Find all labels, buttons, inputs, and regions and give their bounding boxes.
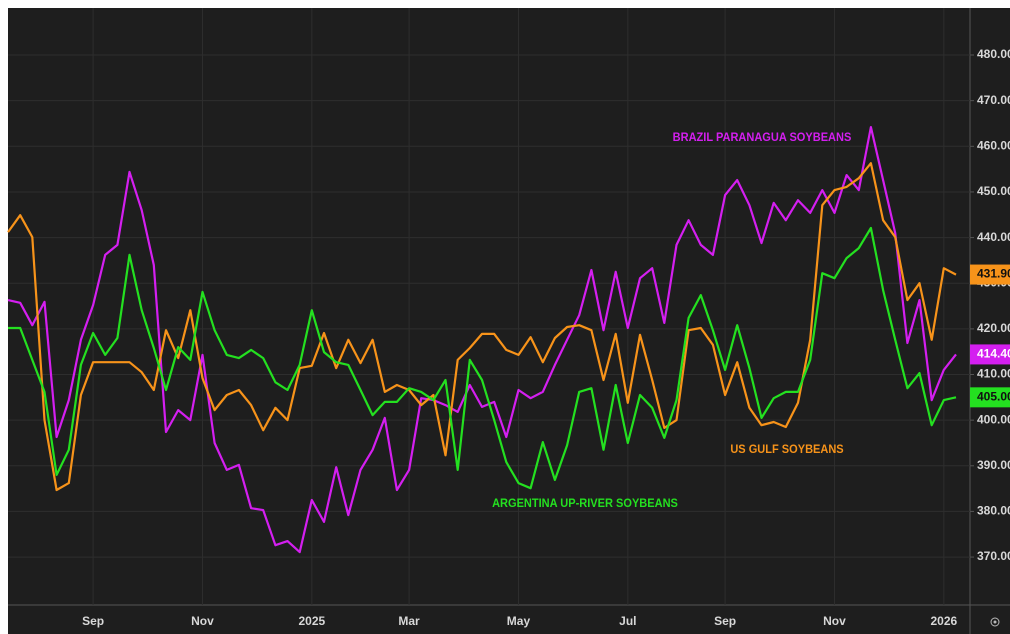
x-tick-label: Mar	[398, 614, 420, 628]
y-tick-label: 420.00	[977, 321, 1010, 335]
series-label: US GULF SOYBEANS	[730, 444, 844, 456]
series-line	[8, 226, 957, 490]
last-value-label: 405.00	[977, 389, 1010, 403]
x-tick-label: Sep	[82, 614, 104, 628]
settings-icon[interactable]	[990, 617, 1000, 627]
y-tick-label: 470.00	[977, 93, 1010, 107]
y-tick-label: 370.00	[977, 549, 1010, 563]
last-value-label: 431.90	[977, 267, 1010, 281]
y-tick-label: 410.00	[977, 367, 1010, 381]
series-line	[7, 126, 957, 554]
y-tick-label: 380.00	[977, 504, 1010, 518]
x-tick-label: Nov	[191, 614, 214, 628]
x-tick-label: Nov	[823, 614, 846, 628]
y-tick-label: 440.00	[977, 230, 1010, 244]
settings-icon-dot	[993, 620, 997, 624]
x-tick-label: Sep	[714, 614, 736, 628]
last-value-box	[970, 387, 1010, 408]
series-line	[7, 162, 957, 492]
series-label: BRAZIL PARANAGUA SOYBEANS	[673, 132, 852, 144]
y-tick-label: 400.00	[977, 412, 1010, 426]
last-value-box	[970, 264, 1010, 285]
chart-background	[8, 8, 1010, 634]
y-tick-label: 450.00	[977, 184, 1010, 198]
x-tick-label: 2026	[930, 614, 957, 628]
x-tick-label: 2025	[298, 614, 325, 628]
last-value-label: 414.40	[977, 347, 1010, 361]
series-label: ARGENTINA UP-RIVER SOYBEANS	[492, 498, 678, 510]
last-value-box	[970, 344, 1010, 365]
y-tick-label: 480.00	[977, 47, 1010, 61]
x-tick-label: Jul	[619, 614, 636, 628]
y-tick-label: 390.00	[977, 458, 1010, 472]
y-tick-label: 460.00	[977, 138, 1010, 152]
x-tick-label: May	[507, 614, 531, 628]
